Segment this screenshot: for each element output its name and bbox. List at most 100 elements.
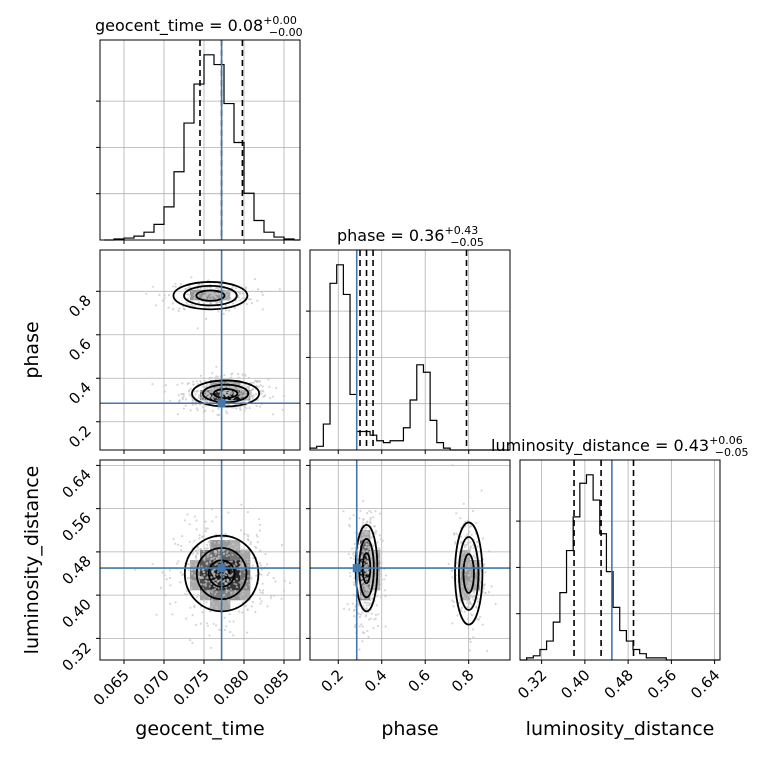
geocent-time-vs-phase-sample-point [247,376,251,379]
phase-vs-luminosity-distance-sample-point [459,517,462,520]
phase-vs-luminosity-distance-density-cell [470,560,481,571]
geocent-time-vs-luminosity-distance-sample-point [213,575,216,578]
phase-vs-luminosity-distance-sample-point [353,554,356,558]
geocent-time-vs-phase-sample-point [151,285,154,288]
geocent-time-vs-phase-sample-point [231,302,235,305]
phase-vs-luminosity-distance-sample-point [358,648,361,651]
phase-vs-luminosity-distance-sample-point [467,538,470,541]
phase-vs-luminosity-distance-sample-point [383,578,386,581]
geocent-time-vs-phase-sample-point [154,304,157,307]
phase-vs-luminosity-distance-sample-point [358,543,361,546]
geocent-time-vs-phase-sample-point [244,386,248,389]
geocent-time-vs-phase-sample-point [263,395,266,398]
phase-vs-luminosity-distance-sample-point [464,597,467,600]
phase-vs-luminosity-distance-sample-point [370,582,373,585]
geocent-time-vs-luminosity-distance-sample-point [188,577,191,580]
ytick-label-luminosity-distance: 0.32 [58,639,94,675]
geocent-time-vs-phase-sample-point [211,297,214,300]
phase-vs-luminosity-distance-sample-point [462,502,465,505]
xtick-label-luminosity-distance: 0.40 [557,666,593,702]
geocent-time-vs-phase-sample-point [251,396,254,400]
phase-vs-luminosity-distance-sample-point [365,545,368,549]
phase-vs-luminosity-distance-sample-point [483,583,486,586]
geocent-time-vs-phase-sample-point [205,294,208,297]
geocent-time-vs-phase-sample-point [211,409,214,412]
geocent-time-vs-luminosity-distance-sample-point [134,568,137,571]
phase-vs-luminosity-distance-sample-point [488,550,491,553]
phase-vs-luminosity-distance-sample-point [359,613,362,616]
geocent-time-vs-luminosity-distance-sample-point [191,573,194,576]
geocent-time-vs-luminosity-distance-sample-point [183,519,186,522]
geocent-time-vs-luminosity-distance-sample-point [227,511,230,514]
geocent-time-vs-luminosity-distance-sample-point [223,616,226,619]
phase-vs-luminosity-distance-sample-point [361,553,364,556]
geocent-time-vs-luminosity-distance-sample-point [250,605,253,608]
geocent-time-vs-luminosity-distance-sample-point [202,549,205,553]
geocent-time-vs-luminosity-distance-sample-point [259,564,262,567]
geocent-time-vs-luminosity-distance-sample-point [209,543,212,546]
geocent-time-vs-luminosity-distance-sample-point [256,541,259,544]
phase-vs-luminosity-distance-sample-point [373,525,377,528]
phase-vs-luminosity-distance-sample-point [451,599,454,602]
geocent-time-vs-luminosity-distance-sample-point [239,572,242,575]
geocent-time-vs-phase-sample-point [230,376,233,379]
geocent-time-vs-luminosity-distance-sample-point [205,562,208,565]
geocent-time-vs-luminosity-distance-sample-point [195,519,198,522]
geocent-time-vs-luminosity-distance-sample-point [215,533,218,536]
geocent-time-vs-phase-sample-point [202,420,206,423]
phase-vs-luminosity-distance-sample-point [349,571,352,574]
phase-vs-luminosity-distance-sample-point [363,529,366,532]
geocent-time-vs-phase-sample-point [189,387,192,390]
phase-vs-luminosity-distance-sample-point [352,583,356,587]
geocent-time-vs-luminosity-distance-sample-point [252,556,255,560]
geocent-time-vs-luminosity-distance-sample-point [206,589,209,592]
geocent-time-vs-luminosity-distance-sample-point [260,568,264,571]
geocent-time-vs-luminosity-distance-sample-point [180,544,183,548]
phase-vs-luminosity-distance-sample-point [369,553,372,556]
geocent-time-vs-luminosity-distance-sample-point [230,560,233,563]
phase-vs-luminosity-distance-sample-point [342,510,345,513]
geocent-time-vs-luminosity-distance-sample-point [200,592,204,595]
phase-vs-luminosity-distance-sample-point [465,543,468,547]
phase-vs-luminosity-distance-sample-point [384,625,387,628]
geocent-time-vs-luminosity-distance-density-cell [240,570,251,581]
geocent-time-vs-phase-sample-point [246,397,249,400]
geocent-time-vs-phase-sample-point [192,383,195,386]
phase-vs-luminosity-distance-sample-point [473,589,476,592]
geocent-time-vs-phase-sample-point [259,384,262,387]
geocent-time-vs-luminosity-distance-sample-point [189,579,192,582]
geocent-time-vs-phase-sample-point [238,395,241,398]
phase-vs-luminosity-distance-sample-point [476,600,479,603]
geocent-time-vs-phase-sample-point [177,310,180,313]
phase-vs-luminosity-distance-sample-point [479,569,482,572]
geocent-time-vs-luminosity-distance-sample-point [201,575,204,578]
geocent-time-vs-phase-sample-point [262,390,265,393]
geocent-time-vs-luminosity-distance-sample-point [246,561,249,564]
phase-vs-luminosity-distance-sample-point [374,532,377,535]
geocent-time-vs-luminosity-distance-sample-point [241,611,244,614]
geocent-time-vs-luminosity-distance-sample-point [215,624,218,627]
phase-vs-luminosity-distance-sample-point [369,518,372,522]
geocent-time-vs-phase-sample-point [253,278,256,281]
geocent-time-vs-luminosity-distance-sample-point [246,608,249,611]
geocent-time-vs-luminosity-distance-sample-point [224,582,227,585]
phase-vs-luminosity-distance-sample-point [363,535,366,539]
geocent-time-vs-phase-sample-point [222,312,225,315]
geocent-time-vs-phase-sample-point [225,394,228,397]
phase-vs-luminosity-distance-density-cell [360,540,371,551]
geocent-time-vs-phase-sample-point [212,388,215,391]
hist-luminosity-distance-steps [520,474,720,661]
geocent-time-vs-phase-sample-point [195,380,198,383]
geocent-time-vs-phase-sample-point [216,301,219,304]
geocent-time-vs-phase-sample-point [209,383,212,386]
geocent-time-vs-luminosity-distance-sample-point [201,611,204,614]
phase-vs-luminosity-distance-sample-point [366,533,369,536]
phase-vs-luminosity-distance-sample-point [366,601,369,604]
geocent-time-vs-phase-sample-point [145,292,148,295]
geocent-time-vs-phase-sample-point [228,309,231,312]
geocent-time-vs-phase-sample-point [203,399,206,402]
geocent-time-vs-luminosity-distance-sample-point [202,570,205,574]
phase-vs-luminosity-distance-sample-point [363,587,366,591]
geocent-time-vs-phase-sample-point [249,391,252,394]
